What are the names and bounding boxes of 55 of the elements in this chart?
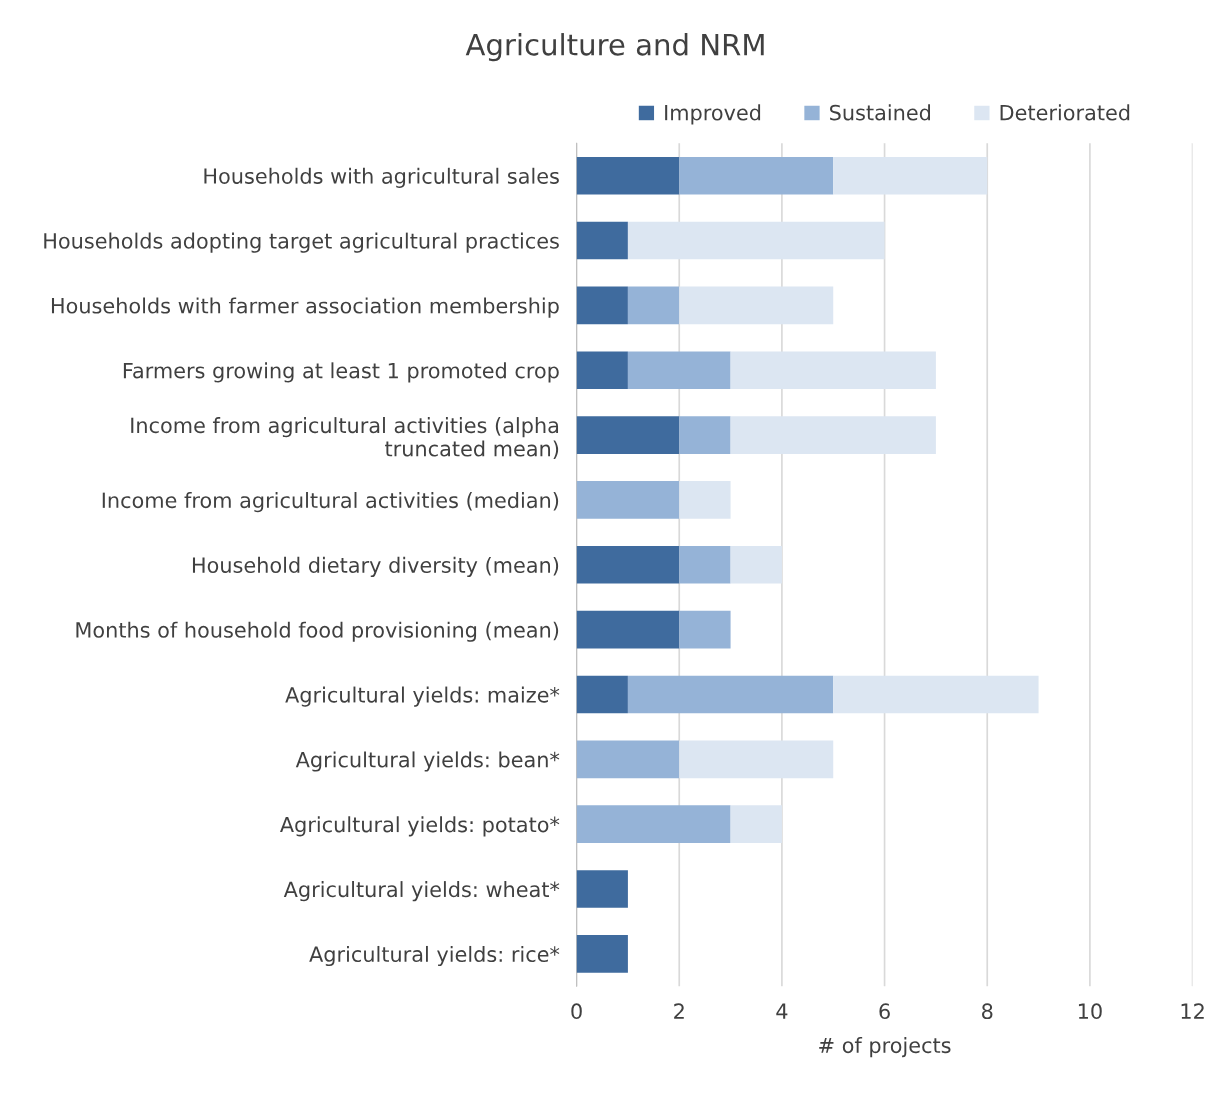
legend-label: Sustained	[830, 104, 930, 121]
bar	[576, 416, 680, 454]
bar	[730, 545, 782, 584]
bar	[576, 610, 680, 649]
y-tick-label: Agricultural yields: potato*	[280, 816, 560, 837]
y-tick-label: Agricultural yields: rice*	[309, 945, 560, 967]
y-tick-label: Agricultural yields: maize*	[285, 686, 560, 707]
y-tick-label: Households adopting target agricultural practices	[44, 232, 559, 253]
bar	[576, 740, 680, 779]
x-axis-title: # of projects	[819, 1037, 951, 1058]
bar	[679, 610, 731, 649]
x-tick-label: 10	[1078, 1003, 1102, 1020]
bar	[730, 416, 936, 454]
y-tick-label: Agricultural yields: bean*	[295, 751, 560, 772]
y-tick-label: Households with agricultural sales	[204, 167, 559, 188]
y-tick-label: Households with farmer association membership	[51, 297, 559, 318]
bar	[576, 351, 628, 390]
bar	[576, 935, 628, 973]
bar	[679, 286, 834, 325]
chart-title: Agriculture and NRM	[465, 33, 764, 62]
bar	[576, 805, 731, 843]
x-tick-label: 6	[879, 1003, 890, 1020]
bar	[730, 805, 782, 843]
bar	[576, 545, 680, 584]
bar	[576, 221, 628, 260]
bar	[679, 740, 834, 779]
bar	[679, 545, 731, 584]
y-tick-label: Income from agricultural activities (median)	[102, 492, 559, 513]
y-tick-label: Household dietary diversity (mean)	[192, 556, 559, 578]
bar	[627, 351, 731, 390]
bar	[576, 481, 680, 519]
bar	[627, 675, 834, 714]
y-tick-label: Farmers growing at least 1 promoted crop	[123, 362, 559, 383]
bar	[679, 416, 731, 454]
legend-label: Deteriorated	[1000, 104, 1130, 121]
bar	[576, 156, 680, 195]
bar	[576, 870, 628, 908]
bar	[833, 156, 988, 195]
bar	[576, 286, 628, 325]
x-tick-label: 4	[776, 1003, 788, 1019]
x-tick-label: 12	[1181, 1003, 1204, 1019]
legend-label: Improved	[665, 104, 761, 125]
bar	[627, 221, 885, 260]
bar	[627, 286, 680, 325]
x-tick-label: 2	[674, 1003, 684, 1019]
bar	[679, 481, 731, 519]
bar	[833, 675, 1039, 714]
y-tick-label: Months of household food provisioning (mean)	[76, 621, 559, 642]
x-tick-label: 8	[982, 1003, 993, 1020]
bar	[730, 351, 936, 390]
y-tick-label: Agricultural yields: wheat*	[283, 881, 560, 902]
bar	[679, 156, 834, 195]
bar	[576, 675, 628, 714]
x-tick-label: 0	[571, 1003, 582, 1020]
y-tick-label: Income from agricultural activities (alpha truncated mean)	[131, 417, 559, 459]
